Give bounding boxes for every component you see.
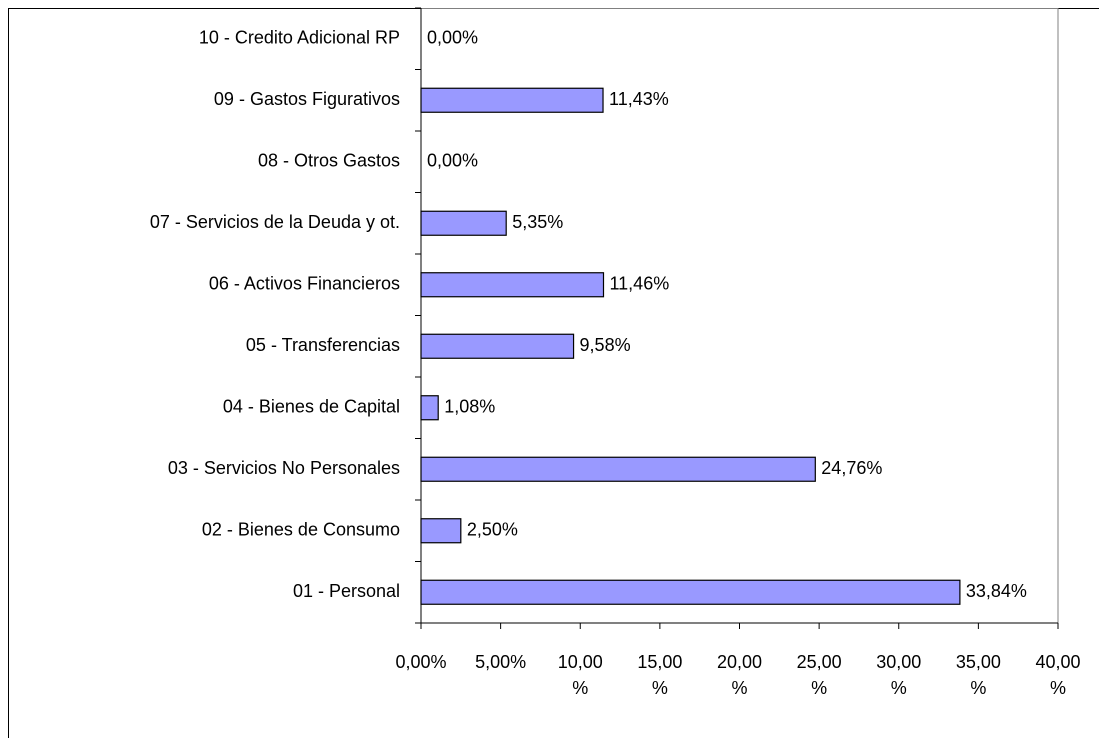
x-tick-label: 5,00% bbox=[475, 652, 527, 672]
x-tick-label: 20,00 % bbox=[716, 652, 763, 698]
bar bbox=[420, 579, 961, 605]
value-label: 9,58% bbox=[580, 335, 631, 355]
category-label: 05 - Transferencias bbox=[246, 335, 400, 355]
value-label: 5,35% bbox=[512, 212, 563, 232]
x-tick-label: 10,00 % bbox=[557, 652, 603, 698]
bar bbox=[420, 333, 575, 359]
x-tick-label: 30,00 % bbox=[876, 652, 922, 698]
category-label: 10 - Credito Adicional RP bbox=[199, 28, 400, 48]
category-label: 07 - Servicios de la Deuda y ot. bbox=[150, 212, 400, 232]
x-tick-label: 15,00 % bbox=[637, 652, 683, 698]
x-tick-label: 0,00% bbox=[395, 652, 447, 672]
category-label: 08 - Otros Gastos bbox=[258, 151, 400, 171]
bar bbox=[420, 395, 439, 421]
value-label: 11,43% bbox=[609, 89, 669, 109]
x-tick-label: 40,00 % bbox=[1035, 652, 1081, 698]
bar bbox=[420, 518, 462, 544]
x-tick-label: 35,00 % bbox=[955, 652, 1001, 698]
category-label: 01 - Personal bbox=[293, 581, 400, 601]
x-tick-label: 25,00 % bbox=[796, 652, 842, 698]
value-label: 1,08% bbox=[444, 397, 495, 417]
category-label: 06 - Activos Financieros bbox=[209, 274, 400, 294]
bar bbox=[420, 210, 507, 236]
value-label: 0,00% bbox=[427, 151, 478, 171]
value-label: 2,50% bbox=[467, 520, 518, 540]
category-label: 04 - Bienes de Capital bbox=[223, 397, 400, 417]
bar bbox=[420, 456, 816, 482]
category-label: 02 - Bienes de Consumo bbox=[202, 520, 400, 540]
bar bbox=[420, 87, 604, 113]
chart-border bbox=[8, 8, 1099, 738]
value-label: 24,76% bbox=[821, 458, 882, 478]
bar bbox=[420, 272, 605, 298]
value-label: 11,46% bbox=[610, 274, 670, 294]
value-label: 0,00% bbox=[427, 28, 478, 48]
value-label: 33,84% bbox=[966, 581, 1027, 601]
category-label: 09 - Gastos Figurativos bbox=[214, 89, 400, 109]
category-label: 03 - Servicios No Personales bbox=[168, 458, 400, 478]
